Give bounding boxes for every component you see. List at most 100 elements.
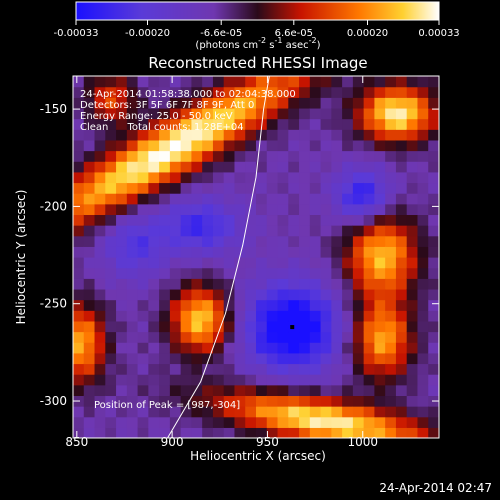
heatmap-cell bbox=[148, 374, 160, 386]
heatmap-cell bbox=[395, 257, 408, 269]
heatmap-cell bbox=[385, 278, 397, 290]
heatmap-cell bbox=[137, 288, 149, 301]
heatmap-cell bbox=[288, 97, 300, 109]
heatmap-cell bbox=[406, 118, 419, 130]
heatmap-cell bbox=[331, 97, 343, 109]
heatmap-cell bbox=[94, 384, 106, 397]
heatmap-cell bbox=[223, 288, 236, 301]
heatmap-cell bbox=[83, 384, 96, 397]
heatmap-cell bbox=[212, 246, 225, 258]
heatmap-cell bbox=[180, 374, 193, 386]
heatmap-cell bbox=[116, 416, 128, 428]
heatmap-cell bbox=[116, 225, 128, 237]
heatmap-cell bbox=[299, 427, 311, 438]
heatmap-cell bbox=[94, 129, 106, 141]
heatmap-cell bbox=[331, 406, 343, 418]
heatmap-cell bbox=[169, 129, 182, 141]
heatmap-cell bbox=[320, 384, 332, 397]
y-tick-label: -300 bbox=[40, 394, 67, 408]
heatmap-cell bbox=[191, 76, 203, 88]
heatmap-cell bbox=[309, 416, 322, 428]
heatmap-cell bbox=[159, 342, 171, 354]
heatmap-cell bbox=[245, 76, 257, 88]
heatmap-cell bbox=[428, 352, 439, 365]
heatmap-cell bbox=[417, 288, 429, 301]
heatmap-cell bbox=[212, 225, 225, 237]
heatmap-cell bbox=[352, 331, 365, 343]
heatmap-cell bbox=[245, 225, 257, 237]
heatmap-cell bbox=[169, 406, 182, 418]
heatmap-cell bbox=[159, 331, 171, 343]
heatmap-cell bbox=[180, 427, 193, 438]
heatmap-cell bbox=[374, 76, 386, 88]
heatmap-cell bbox=[363, 406, 376, 418]
heatmap-cell bbox=[417, 342, 429, 354]
heatmap-cell bbox=[374, 118, 386, 130]
heatmap-cell bbox=[363, 310, 376, 322]
heatmap-cell bbox=[212, 214, 225, 226]
heatmap-cell bbox=[352, 363, 365, 375]
heatmap-cell bbox=[234, 129, 246, 141]
heatmap-cell bbox=[73, 406, 85, 418]
heatmap-cell bbox=[94, 257, 106, 269]
x-tick-label: 950 bbox=[256, 435, 279, 449]
heatmap-cell bbox=[126, 310, 139, 322]
heatmap-cell bbox=[159, 246, 171, 258]
heatmap-cell bbox=[169, 76, 182, 88]
heatmap-cell bbox=[428, 299, 439, 311]
heatmap-cell bbox=[94, 203, 106, 216]
heatmap-cell bbox=[352, 320, 365, 333]
colorbar-unit-label: (photons cm-2 s-1 asec-2) bbox=[195, 36, 320, 51]
heatmap-cell bbox=[256, 139, 268, 152]
heatmap-cell bbox=[169, 352, 182, 365]
heatmap-cell bbox=[126, 203, 139, 216]
heatmap-cell bbox=[94, 193, 106, 205]
heatmap-cell bbox=[159, 384, 171, 397]
heatmap-cell bbox=[223, 118, 236, 130]
heatmap-cell bbox=[202, 118, 214, 130]
colorbar: -0.00033 -0.00020 0.00020 0.00033 -6.6e-05 6.… bbox=[54, 1, 460, 51]
heatmap-cell bbox=[342, 384, 354, 397]
heatmap-cell bbox=[395, 161, 408, 173]
heatmap-cell bbox=[83, 107, 96, 120]
heatmap-cell bbox=[320, 374, 332, 386]
heatmap-cell bbox=[395, 374, 408, 386]
heatmap-cell bbox=[202, 331, 214, 343]
heatmap-cell bbox=[245, 107, 257, 120]
heatmap-cell bbox=[331, 235, 343, 247]
heatmap-cell bbox=[374, 203, 386, 216]
heatmap-cell bbox=[288, 342, 300, 354]
heatmap-cell bbox=[374, 97, 386, 109]
heatmap-cell bbox=[288, 171, 300, 184]
heatmap-cell bbox=[331, 288, 343, 301]
heatmap-cell bbox=[395, 331, 408, 343]
heatmap-cell bbox=[223, 182, 236, 194]
heatmap-cell bbox=[159, 352, 171, 365]
heatmap-cell bbox=[159, 310, 171, 322]
heatmap-cell bbox=[202, 299, 214, 311]
heatmap-cell bbox=[180, 76, 193, 88]
heatmap-cell bbox=[277, 246, 289, 258]
heatmap-cell bbox=[234, 161, 246, 173]
heatmap-cell bbox=[159, 235, 171, 247]
heatmap-cell bbox=[352, 416, 365, 428]
heatmap-cell bbox=[159, 225, 171, 237]
heatmap-cell bbox=[105, 161, 117, 173]
heatmap-cell bbox=[148, 76, 160, 88]
heatmap-cell bbox=[126, 288, 139, 301]
heatmap-cell bbox=[277, 161, 289, 173]
heatmap-cell bbox=[385, 427, 397, 438]
heatmap-cell bbox=[116, 331, 128, 343]
heatmap-cell bbox=[169, 374, 182, 386]
heatmap-cell bbox=[288, 406, 300, 418]
heatmap-cell bbox=[234, 76, 246, 88]
heatmap-cell bbox=[83, 363, 96, 375]
heatmap-cell bbox=[105, 203, 117, 216]
heatmap-cell bbox=[266, 86, 279, 98]
heatmap-cell bbox=[73, 97, 85, 109]
heatmap-cell bbox=[223, 384, 236, 397]
heatmap-cell bbox=[428, 267, 439, 279]
heatmap-cell bbox=[137, 107, 149, 120]
heatmap-cell bbox=[202, 235, 214, 247]
heatmap-cell bbox=[202, 129, 214, 141]
